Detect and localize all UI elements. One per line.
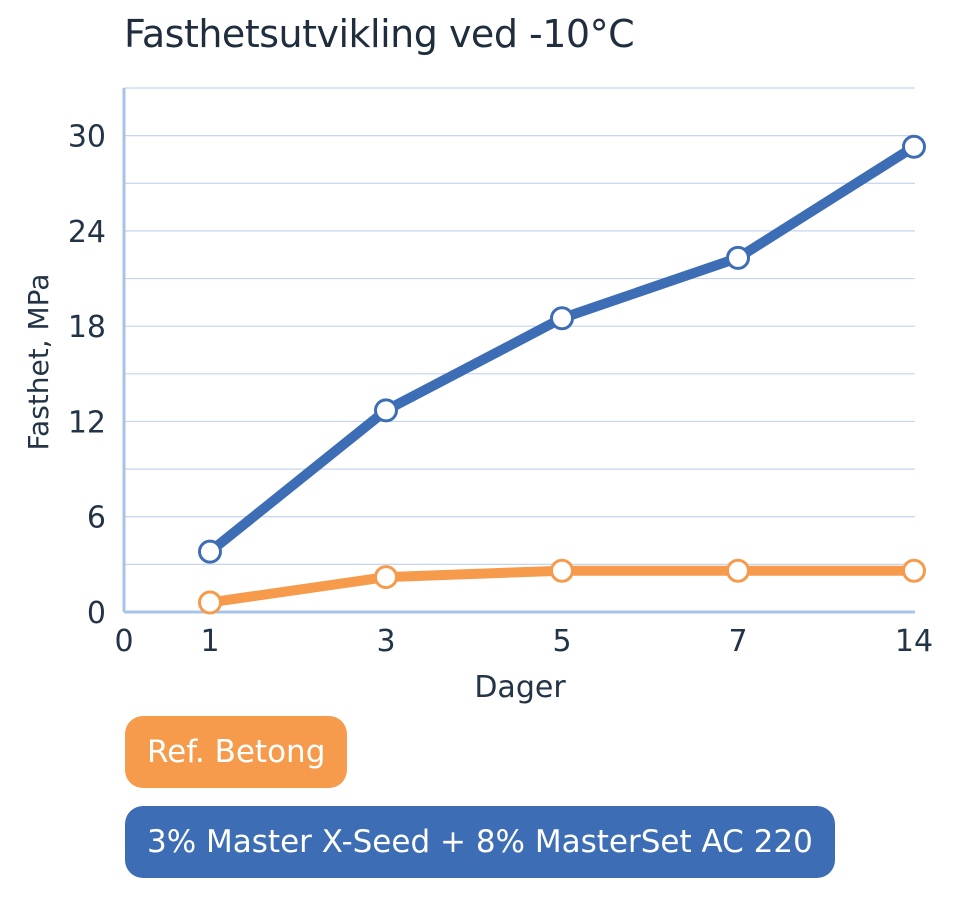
y-tick-label: 12	[68, 405, 106, 440]
data-point-marker	[726, 558, 750, 583]
legend-item-ref-betong: Ref. Betong	[125, 716, 348, 788]
chart-title: Fasthetsutvikling ved -10°C	[124, 12, 635, 56]
x-tick-label: 7	[728, 624, 747, 659]
legend-label: Ref. Betong	[147, 734, 326, 770]
x-tick-label: 1	[200, 624, 219, 659]
data-point-marker	[374, 398, 398, 423]
x-tick-label: 14	[895, 624, 933, 659]
series-line-1	[205, 141, 919, 557]
x-tick-label: 5	[552, 624, 571, 659]
y-tick-label: 18	[68, 310, 106, 345]
y-tick-label: 30	[68, 120, 106, 155]
tick-labels: 0 6 12 18 24 30 0 1 3 5 7 14	[68, 120, 933, 659]
data-point-marker	[902, 134, 926, 159]
gridlines	[124, 87, 915, 565]
x-axis-label: Dager	[474, 670, 566, 705]
series-lines	[205, 141, 919, 608]
data-point-marker	[726, 245, 750, 270]
legend-label: 3% Master X-Seed + 8% MasterSet AC 220	[147, 824, 813, 860]
y-tick-label: 6	[87, 501, 106, 536]
y-tick-label: 0	[87, 596, 106, 631]
data-point-marker	[374, 565, 398, 590]
data-points	[198, 134, 926, 615]
x-tick-label: 3	[376, 624, 395, 659]
legend-item-master-x-seed: 3% Master X-Seed + 8% MasterSet AC 220	[125, 806, 835, 878]
data-point-marker	[198, 590, 222, 615]
y-axis-label: Fasthet, MPa	[22, 274, 55, 451]
x-tick-label: 0	[114, 624, 133, 659]
data-point-marker	[902, 558, 926, 583]
data-point-marker	[550, 558, 574, 583]
axes	[122, 88, 915, 614]
y-tick-label: 24	[68, 215, 106, 250]
data-point-marker	[550, 306, 574, 331]
data-point-marker	[198, 539, 222, 564]
